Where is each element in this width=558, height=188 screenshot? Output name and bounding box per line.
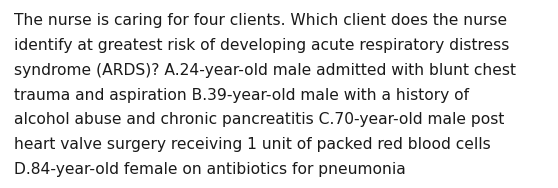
- Text: D.84-year-old female on antibiotics for pneumonia: D.84-year-old female on antibiotics for …: [14, 162, 406, 177]
- Text: identify at greatest risk of developing acute respiratory distress: identify at greatest risk of developing …: [14, 38, 509, 53]
- Text: The nurse is caring for four clients. Which client does the nurse: The nurse is caring for four clients. Wh…: [14, 13, 507, 28]
- Text: syndrome (ARDS)? A.24-year-old male admitted with blunt chest: syndrome (ARDS)? A.24-year-old male admi…: [14, 63, 516, 78]
- Text: trauma and aspiration B.39-year-old male with a history of: trauma and aspiration B.39-year-old male…: [14, 88, 469, 103]
- Text: alcohol abuse and chronic pancreatitis C.70-year-old male post: alcohol abuse and chronic pancreatitis C…: [14, 112, 504, 127]
- Text: heart valve surgery receiving 1 unit of packed red blood cells: heart valve surgery receiving 1 unit of …: [14, 137, 490, 152]
